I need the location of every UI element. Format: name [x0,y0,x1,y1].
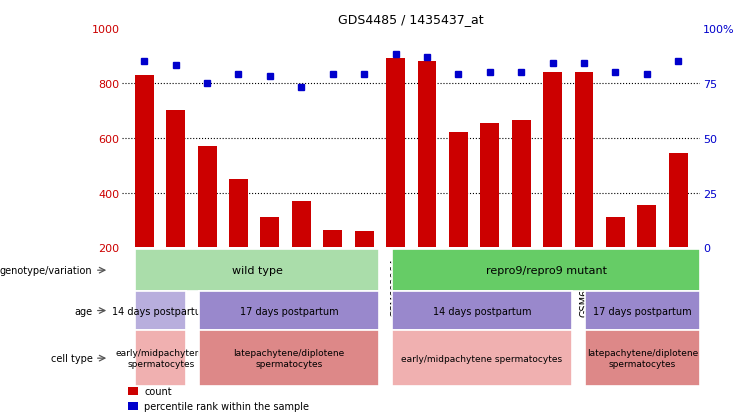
Title: GDS4485 / 1435437_at: GDS4485 / 1435437_at [339,13,484,26]
Bar [292,201,310,248]
Bar [323,230,342,248]
Bar [128,402,139,410]
Bar [637,205,657,248]
Bar [166,111,185,248]
Text: 17 days postpartum: 17 days postpartum [593,306,692,316]
Bar [386,59,405,248]
Bar [574,73,594,248]
Text: 14 days postpartum: 14 days postpartum [433,306,531,316]
Bar [543,73,562,248]
Text: percentile rank within the sample: percentile rank within the sample [144,401,309,411]
Text: early/midpachytene
spermatocytes: early/midpachytene spermatocytes [116,349,206,368]
Bar [198,147,216,248]
Bar [449,133,468,248]
Bar [355,231,373,248]
Text: genotype/variation: genotype/variation [0,266,93,275]
Bar [128,387,139,395]
Text: count: count [144,387,172,396]
Bar [606,218,625,248]
Text: latepachytene/diplotene
spermatocytes: latepachytene/diplotene spermatocytes [233,349,345,368]
Bar [669,153,688,248]
Text: 17 days postpartum: 17 days postpartum [240,306,339,316]
Bar [261,218,279,248]
Text: early/midpachytene spermatocytes: early/midpachytene spermatocytes [402,354,562,363]
Bar [480,123,499,248]
Bar [135,76,153,248]
Text: wild type: wild type [232,266,282,275]
Bar [512,121,531,248]
Text: age: age [74,306,93,316]
Bar [417,62,436,248]
Text: cell type: cell type [50,353,93,363]
Text: latepachytene/diplotene
spermatocytes: latepachytene/diplotene spermatocytes [587,349,698,368]
Bar [229,179,248,248]
Text: 14 days postpartum: 14 days postpartum [112,306,210,316]
Text: repro9/repro9 mutant: repro9/repro9 mutant [485,266,607,275]
